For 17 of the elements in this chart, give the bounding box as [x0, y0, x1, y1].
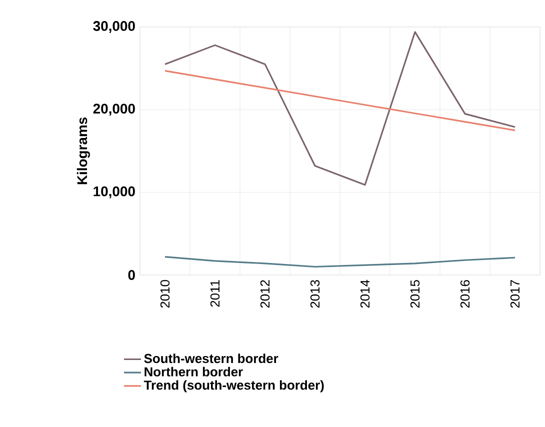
x-tick-label: 2014 [360, 280, 370, 308]
y-tick-label: 30,000 [93, 21, 135, 33]
y-axis-title: Kilograms [76, 117, 90, 184]
x-tick-label: 2016 [460, 280, 470, 308]
legend-label: Trend (south-western border) [144, 380, 324, 392]
x-tick-label: 2012 [260, 280, 270, 308]
x-tick-label: 2017 [510, 280, 520, 308]
x-tick-label: 2011 [210, 280, 220, 307]
x-tick-label: 2010 [160, 280, 170, 308]
legend-label: Northern border [144, 366, 243, 376]
y-tick-label: 20,000 [93, 104, 135, 116]
line-series [164, 31, 516, 186]
y-tick-label: 0 [128, 270, 135, 280]
x-tick-label: 2013 [310, 280, 320, 308]
legend-label: South-western border [144, 354, 278, 364]
y-tick-label: 10,000 [94, 186, 135, 198]
x-tick-label: 2015 [410, 280, 420, 308]
